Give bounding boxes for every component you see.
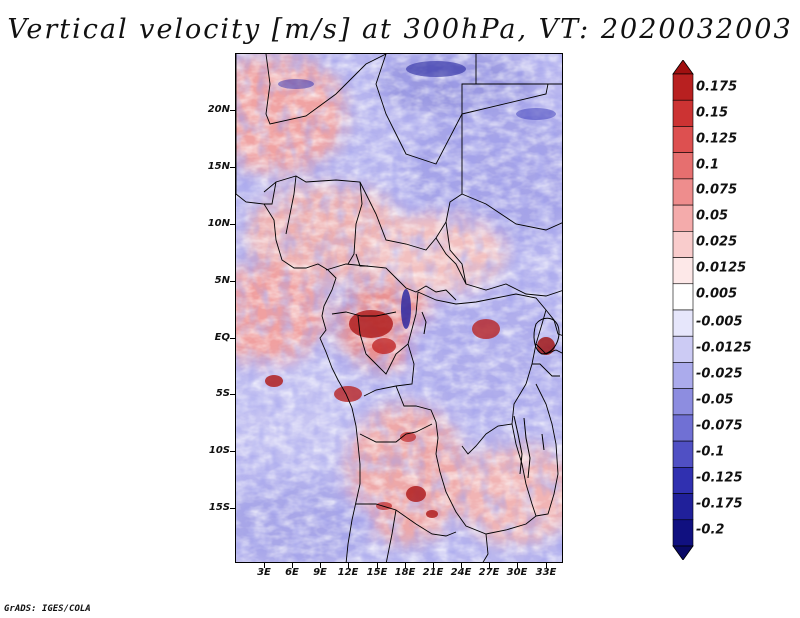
colorbar-swatch — [672, 414, 694, 442]
colorbar-top-arrow — [672, 60, 694, 75]
lon-tick — [489, 563, 490, 568]
lat-tick — [230, 394, 235, 395]
lat-tick — [230, 451, 235, 452]
colorbar-label: -0.0125 — [696, 340, 752, 356]
colorbar-label: 0.005 — [696, 286, 738, 302]
lon-label: 33E — [535, 567, 557, 578]
lon-label: 12E — [337, 567, 359, 578]
colorbar-swatch — [672, 204, 694, 232]
lon-label: 27E — [478, 567, 500, 578]
lat-tick — [230, 110, 235, 111]
lon-tick — [546, 563, 547, 568]
colorbar-label: -0.005 — [696, 314, 743, 330]
colorbar-label: -0.075 — [696, 418, 743, 434]
lat-label: EQ — [214, 332, 230, 343]
colorbar-swatch — [672, 440, 694, 468]
lat-label: 5S — [215, 388, 230, 399]
colorbar — [672, 60, 694, 560]
lon-label: 15E — [366, 567, 388, 578]
lat-label: 15N — [207, 161, 230, 172]
lat-label: 20N — [207, 104, 230, 115]
colorbar-swatch — [672, 99, 694, 127]
lon-label: 21E — [422, 567, 444, 578]
colorbar-swatch — [672, 519, 694, 547]
lon-tick — [320, 563, 321, 568]
borders — [236, 54, 562, 562]
colorbar-label: 0.175 — [696, 79, 738, 95]
colorbar-swatch — [672, 335, 694, 363]
lon-label: 18E — [394, 567, 416, 578]
lat-label: 10S — [208, 445, 230, 456]
lat-tick — [230, 508, 235, 509]
colorbar-label: 0.125 — [696, 131, 738, 147]
colorbar-swatch — [672, 467, 694, 494]
colorbar-label: -0.1 — [696, 444, 725, 460]
colorbar-label: -0.05 — [696, 392, 734, 408]
strong-downdraft-cells — [278, 61, 556, 329]
map-title: Vertical velocity [m/s] at 300hPa, VT: 2… — [7, 14, 793, 45]
colorbar-label: 0.075 — [696, 182, 738, 198]
lon-tick — [517, 563, 518, 568]
colorbar-swatch — [672, 231, 694, 258]
colorbar-label: -0.025 — [696, 366, 743, 382]
lon-tick — [461, 563, 462, 568]
velocity-field — [236, 54, 562, 562]
lon-label: 24E — [450, 567, 472, 578]
colorbar-label: 0.15 — [696, 105, 729, 121]
lat-label: 5N — [214, 275, 230, 286]
lon-label: 9E — [313, 567, 327, 578]
lon-tick — [292, 563, 293, 568]
colorbar-label: -0.2 — [696, 522, 725, 538]
colorbar-swatch — [672, 73, 694, 101]
lat-tick — [230, 338, 235, 339]
lat-label: 15S — [208, 502, 230, 513]
lat-tick — [230, 281, 235, 282]
colorbar-swatch — [672, 388, 694, 416]
colorbar-bottom-arrow — [672, 545, 694, 560]
lon-tick — [405, 563, 406, 568]
colorbar-swatch — [672, 493, 694, 521]
colorbar-swatch — [672, 257, 694, 285]
lon-tick — [264, 563, 265, 568]
lakes — [355, 253, 560, 479]
colorbar-swatch — [672, 309, 694, 337]
colorbar-swatch — [672, 126, 694, 153]
colorbar-label: 0.0125 — [696, 260, 747, 276]
lon-label: 30E — [506, 567, 528, 578]
colorbar-swatch — [672, 152, 694, 180]
lon-tick — [433, 563, 434, 568]
colorbar-label: -0.125 — [696, 470, 743, 486]
lat-tick — [230, 167, 235, 168]
lon-tick — [377, 563, 378, 568]
colorbar-swatch — [672, 283, 694, 311]
lon-label: 3E — [257, 567, 271, 578]
colorbar-label: 0.05 — [696, 208, 729, 224]
colorbar-label: 0.025 — [696, 234, 738, 250]
colorbar-swatch — [672, 362, 694, 389]
footer-credit: GrADS: IGES/COLA — [4, 604, 91, 614]
lon-tick — [348, 563, 349, 568]
colorbar-swatch — [672, 178, 694, 206]
lat-tick — [230, 224, 235, 225]
lon-label: 6E — [285, 567, 299, 578]
colorbar-label: -0.175 — [696, 496, 743, 512]
map-panel — [235, 53, 563, 563]
lat-label: 10N — [207, 218, 230, 229]
colorbar-label: 0.1 — [696, 157, 720, 173]
